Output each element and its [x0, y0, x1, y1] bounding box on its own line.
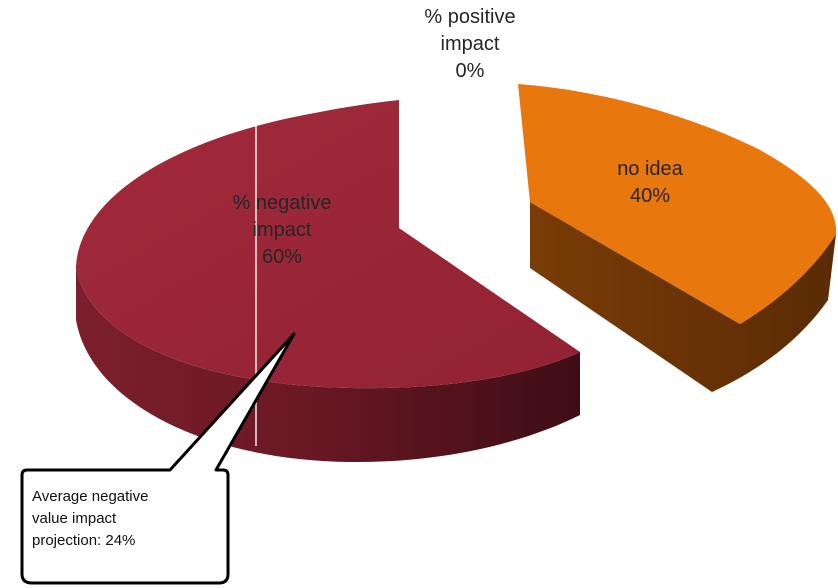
slice-no-idea-top: [518, 84, 837, 324]
slice-no-idea: [518, 84, 837, 392]
slice-no-idea-side: [530, 202, 836, 392]
slice-negative-top: [76, 100, 580, 389]
label-noidea-line1: no idea: [617, 158, 683, 180]
annotation-callout: [20, 332, 296, 585]
label-negative-line2: impact: [252, 219, 312, 241]
label-positive-line1: % positive: [424, 6, 516, 28]
label-positive-value: 0%: [455, 60, 485, 82]
label-no-idea: no idea 40%: [560, 156, 740, 210]
annotation-line1: Average negative: [32, 488, 149, 505]
slice-negative-side: [76, 268, 580, 463]
annotation-text: Average negative value impact projection…: [32, 486, 208, 551]
label-positive-impact: % positive impact 0%: [360, 4, 580, 85]
label-negative-value: 60%: [261, 246, 303, 268]
label-noidea-value: 40%: [629, 185, 671, 207]
slice-negative-impact: [76, 100, 580, 463]
label-negative-line1: % negative: [232, 192, 332, 214]
annotation-line2: value impact: [32, 509, 117, 527]
label-positive-line2: impact: [440, 33, 500, 55]
label-negative-impact: % negative impact 60%: [172, 190, 392, 271]
annotation-line3: projection: 24%: [32, 531, 136, 549]
